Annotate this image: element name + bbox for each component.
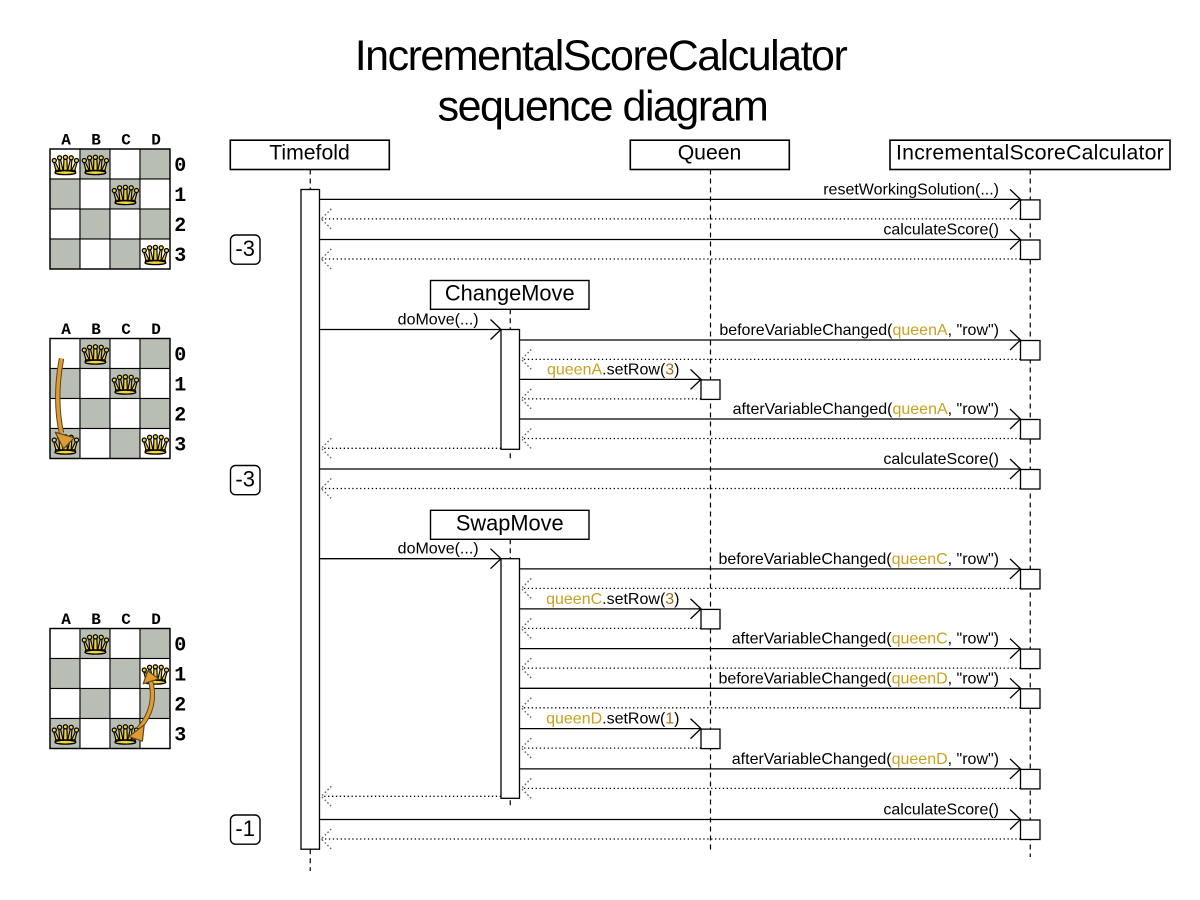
svg-text:-3: -3 xyxy=(235,466,255,491)
svg-text:2: 2 xyxy=(174,694,186,717)
svg-text:IncrementalScoreCalculator: IncrementalScoreCalculator xyxy=(355,32,848,80)
svg-text:beforeVariableChanged(queenC,: beforeVariableChanged(queenC, "row") xyxy=(718,551,999,568)
svg-text:B: B xyxy=(91,611,101,629)
svg-text:afterVariableChanged(queenA, ": afterVariableChanged(queenA, "row") xyxy=(733,401,999,418)
svg-text:queenA.setRow(3): queenA.setRow(3) xyxy=(547,361,680,378)
svg-text:2: 2 xyxy=(174,404,186,427)
svg-text:doMove(...): doMove(...) xyxy=(398,312,479,329)
svg-text:afterVariableChanged(queenC, ": afterVariableChanged(queenC, "row") xyxy=(732,631,999,648)
svg-text:calculateScore(): calculateScore() xyxy=(883,451,999,468)
svg-text:A: A xyxy=(61,132,71,150)
svg-text:sequence diagram: sequence diagram xyxy=(438,83,768,131)
svg-text:2: 2 xyxy=(174,215,186,238)
svg-text:C: C xyxy=(121,611,131,629)
svg-text:1: 1 xyxy=(174,374,186,397)
svg-text:beforeVariableChanged(queenA,: beforeVariableChanged(queenA, "row") xyxy=(719,322,999,339)
svg-text:resetWorkingSolution(...): resetWorkingSolution(...) xyxy=(823,181,999,198)
svg-text:0: 0 xyxy=(174,634,186,657)
svg-text:IncrementalScoreCalculator: IncrementalScoreCalculator xyxy=(896,142,1164,165)
svg-text:C: C xyxy=(121,321,131,339)
svg-text:A: A xyxy=(61,611,71,629)
svg-text:SwapMove: SwapMove xyxy=(456,511,564,536)
svg-text:Queen: Queen xyxy=(678,142,742,165)
svg-text:3: 3 xyxy=(174,724,186,747)
svg-text:afterVariableChanged(queenD, ": afterVariableChanged(queenD, "row") xyxy=(732,751,999,768)
svg-text:D: D xyxy=(151,611,161,629)
svg-text:calculateScore(): calculateScore() xyxy=(883,802,999,819)
svg-text:queenC.setRow(3): queenC.setRow(3) xyxy=(546,591,679,608)
svg-text:-3: -3 xyxy=(235,236,255,261)
svg-text:A: A xyxy=(61,321,71,339)
svg-text:-1: -1 xyxy=(235,816,255,841)
svg-text:3: 3 xyxy=(174,245,186,268)
svg-text:0: 0 xyxy=(174,344,186,367)
svg-text:calculateScore(): calculateScore() xyxy=(883,222,999,239)
svg-text:queenD.setRow(1): queenD.setRow(1) xyxy=(546,711,679,728)
svg-text:B: B xyxy=(91,321,101,339)
svg-text:Timefold: Timefold xyxy=(269,142,349,165)
svg-text:1: 1 xyxy=(174,664,186,687)
svg-text:beforeVariableChanged(queenD,: beforeVariableChanged(queenD, "row") xyxy=(718,670,999,687)
svg-text:1: 1 xyxy=(174,185,186,208)
svg-text:D: D xyxy=(151,321,161,339)
svg-text:D: D xyxy=(151,132,161,150)
svg-text:3: 3 xyxy=(174,434,186,457)
svg-text:C: C xyxy=(121,132,131,150)
svg-text:B: B xyxy=(91,132,101,150)
svg-text:0: 0 xyxy=(174,155,186,178)
svg-text:ChangeMove: ChangeMove xyxy=(445,280,575,305)
svg-text:doMove(...): doMove(...) xyxy=(398,541,479,558)
